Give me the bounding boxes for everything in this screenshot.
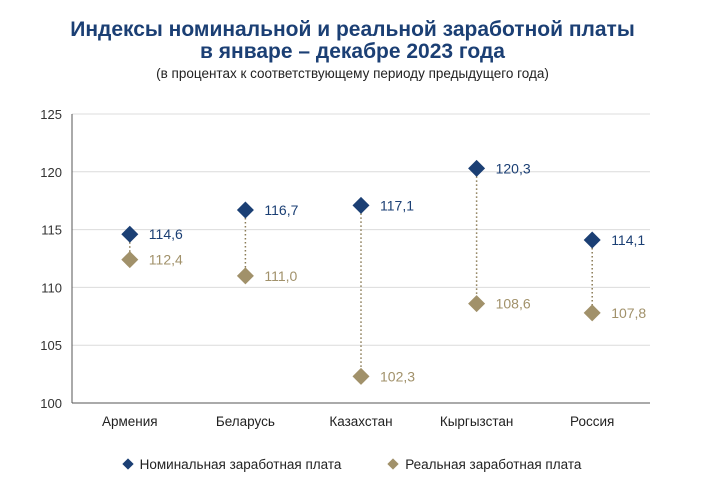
- data-label-nominal: 114,1: [611, 232, 645, 248]
- point-nominal: [468, 159, 486, 177]
- point-real: [468, 295, 486, 313]
- y-tick-label: 125: [40, 107, 62, 122]
- y-tick-label: 110: [41, 280, 62, 295]
- y-tick-label: 120: [40, 165, 62, 180]
- legend-item-nominal: Номинальная заработная плата: [121, 457, 342, 472]
- data-label-nominal: 114,6: [149, 226, 183, 242]
- point-real: [583, 304, 601, 322]
- point-nominal: [583, 231, 601, 249]
- point-real: [352, 367, 370, 385]
- data-label-real: 107,8: [611, 305, 646, 321]
- point-nominal: [121, 225, 139, 243]
- data-label-real: 108,6: [496, 296, 531, 312]
- legend-label-nominal: Номинальная заработная плата: [139, 457, 342, 472]
- legend-marker-real: [387, 458, 399, 470]
- x-tick-label: Беларусь: [216, 414, 275, 429]
- chart-subtitle: (в процентах к соответствующему периоду …: [156, 66, 549, 81]
- point-nominal: [352, 196, 370, 214]
- data-label-nominal: 116,7: [264, 202, 298, 218]
- data-label-real: 112,4: [149, 252, 183, 268]
- x-tick-label: Армения: [102, 414, 158, 429]
- x-tick-label: Кыргызстан: [440, 414, 514, 429]
- point-nominal: [236, 201, 254, 219]
- data-label-nominal: 120,3: [496, 160, 531, 176]
- legend: Номинальная заработная плата Реальная за…: [0, 457, 705, 472]
- data-label-real: 111,0: [264, 268, 297, 284]
- chart-title-line1: Индексы номинальной и реальной заработно…: [70, 18, 635, 41]
- x-tick-label: Россия: [570, 414, 614, 429]
- legend-item-real: Реальная заработная плата: [387, 457, 582, 472]
- data-label-real: 102,3: [380, 368, 415, 384]
- legend-label-real: Реальная заработная плата: [405, 457, 582, 472]
- y-tick-label: 100: [40, 396, 62, 411]
- legend-marker-nominal: [121, 458, 134, 470]
- y-tick-label: 115: [41, 223, 62, 238]
- chart-title-line2: в январе – декабре 2023 года: [200, 40, 505, 63]
- y-tick-label: 105: [40, 338, 62, 353]
- point-real: [121, 251, 139, 269]
- point-real: [236, 267, 254, 285]
- x-tick-label: Казахстан: [329, 414, 392, 429]
- data-label-nominal: 117,1: [380, 197, 414, 213]
